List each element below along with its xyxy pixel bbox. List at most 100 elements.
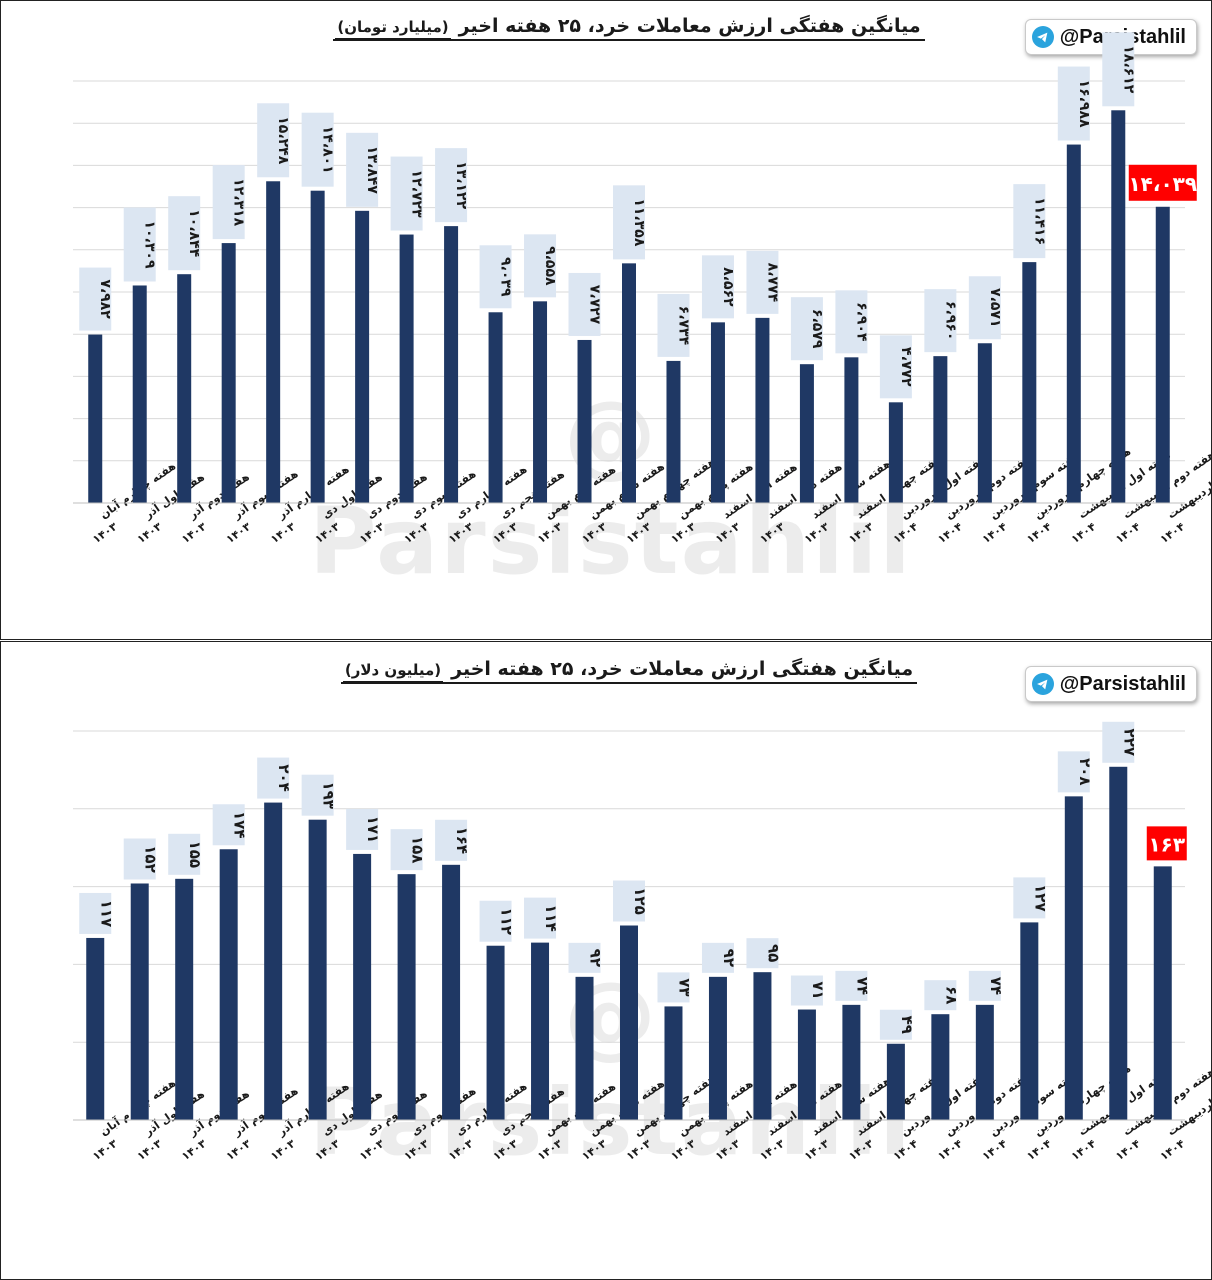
bar (397, 874, 416, 1120)
data-label: ۱۴،۰۳۹ (1128, 164, 1197, 201)
data-label: ۹،۰۳۹ (479, 245, 514, 309)
data-label: ۱۸،۶۱۲ (1102, 32, 1136, 107)
data-label: ۱۳،۱۲۲ (435, 148, 469, 223)
data-label: ۷،۵۷۱ (968, 276, 1003, 340)
data-label: ۸،۵۶۲ (701, 255, 736, 319)
data-label: ۹۲ (568, 942, 605, 973)
data-label-text: ۱۸،۶۱۲ (1120, 45, 1136, 93)
data-label: ۴،۷۷۲ (879, 335, 914, 399)
data-label-bg (1102, 721, 1135, 763)
data-label: ۱۱۷ (79, 892, 115, 934)
data-label-bg (390, 829, 423, 871)
bar (797, 1009, 816, 1120)
data-label-bg (79, 267, 112, 331)
data-label-text: ۷،۹۸۲ (97, 279, 113, 319)
bar (888, 402, 903, 503)
bar (577, 339, 592, 503)
bar (1109, 766, 1128, 1120)
data-label-text: ۹۲ (720, 949, 738, 967)
data-label: ۷۴ (835, 970, 871, 1001)
data-label-text: ۱۵۸ (409, 836, 427, 863)
bar (620, 925, 638, 1120)
data-label-text: ۱۰،۸۴۴ (186, 209, 202, 257)
data-label-bg (968, 970, 1001, 1001)
bar (442, 864, 461, 1120)
data-label-bg (390, 156, 423, 231)
bar (975, 1004, 994, 1120)
data-label-bg (879, 1009, 912, 1040)
data-label-text: ۱۱۷ (97, 900, 115, 927)
data-label-bg (1146, 826, 1187, 861)
bar (755, 317, 770, 503)
bar (710, 322, 725, 503)
data-label-bg (257, 103, 290, 178)
bar (533, 301, 548, 503)
data-label-text: ۴۹ (898, 1016, 916, 1034)
telegram-icon (1031, 26, 1054, 48)
data-label: ۷۴ (968, 970, 1005, 1001)
data-label-bg (1013, 184, 1046, 259)
bar (353, 853, 372, 1120)
data-label-text: ۸،۷۷۴ (764, 263, 780, 303)
data-label-text: ۹۲ (587, 949, 605, 967)
data-label-text: ۶،۷۳۴ (675, 306, 691, 346)
data-label: ۹،۵۵۸ (524, 234, 558, 298)
data-label-bg (524, 897, 557, 939)
bar (264, 802, 283, 1120)
chart-title: میانگین هفتگی ارزش معاملات خرد، ۲۵ هفته … (1, 15, 1211, 41)
bar (486, 945, 505, 1120)
data-label: ۱۳،۸۴۷ (346, 132, 380, 207)
bar (622, 263, 636, 503)
data-label-bg (924, 289, 957, 353)
bar (664, 1006, 683, 1120)
data-label: ۱۹۳ (301, 774, 338, 816)
data-label-bg (568, 272, 601, 336)
data-label-bg (879, 335, 912, 399)
data-label-text: ۶،۵۷۹ (809, 309, 825, 349)
bar (88, 334, 103, 503)
data-label-bg (701, 255, 734, 319)
data-label-bg (123, 207, 156, 282)
data-label-bg (746, 938, 779, 969)
bar (886, 1043, 905, 1120)
bar (130, 883, 149, 1120)
data-label: ۷،۷۲۷ (568, 272, 603, 336)
data-label: ۶،۵۷۹ (790, 297, 825, 361)
data-label: ۱۲،۷۲۳ (390, 156, 425, 231)
data-label: ۱۷۱ (346, 808, 382, 850)
data-label: ۱۶۴ (435, 819, 471, 861)
bar (842, 1004, 861, 1120)
telegram-badge[interactable]: @Parsistahlil (1024, 666, 1197, 702)
data-label: ۱۶۳ (1146, 826, 1187, 861)
data-label-text: ۱۷۴ (231, 811, 249, 838)
telegram-icon (1031, 673, 1054, 695)
bar (1066, 144, 1081, 503)
chart-title-text: میانگین هفتگی ارزش معاملات خرد، ۲۵ هفته … (456, 15, 923, 41)
data-label-bg (301, 112, 334, 187)
data-label: ۹۲ (701, 942, 738, 973)
chart-title: میانگین هفتگی ارزش معاملات خرد، ۲۵ هفته … (1, 658, 1211, 684)
data-label: ۱۵۸ (390, 829, 427, 871)
data-label: ۱۲۵ (613, 880, 649, 922)
data-label-bg (346, 132, 379, 207)
data-label: ۴۹ (879, 1009, 916, 1040)
bar (753, 972, 772, 1120)
data-label-text: ۷،۵۷۱ (987, 288, 1003, 328)
data-label-text: ۱۱،۳۵۸ (631, 198, 647, 246)
data-label: ۱۵،۲۴۸ (257, 103, 291, 178)
data-label-text: ۱۱۴ (542, 904, 560, 931)
data-label-bg (1013, 877, 1046, 919)
data-label: ۶،۹۶۰ (924, 289, 958, 353)
data-label-text: ۱۰،۳۰۹ (142, 220, 158, 268)
bar (266, 181, 281, 503)
data-label-bg (835, 290, 868, 354)
bar (1155, 206, 1170, 503)
bar (219, 849, 238, 1120)
data-label-text: ۸،۵۶۲ (720, 267, 736, 307)
data-label-bg (212, 165, 245, 240)
data-label-text: ۶،۹۰۴ (853, 302, 869, 342)
bar (575, 976, 594, 1120)
telegram-handle: @Parsistahlil (1059, 672, 1186, 695)
data-label-text: ۱۶۳ (1148, 832, 1185, 856)
